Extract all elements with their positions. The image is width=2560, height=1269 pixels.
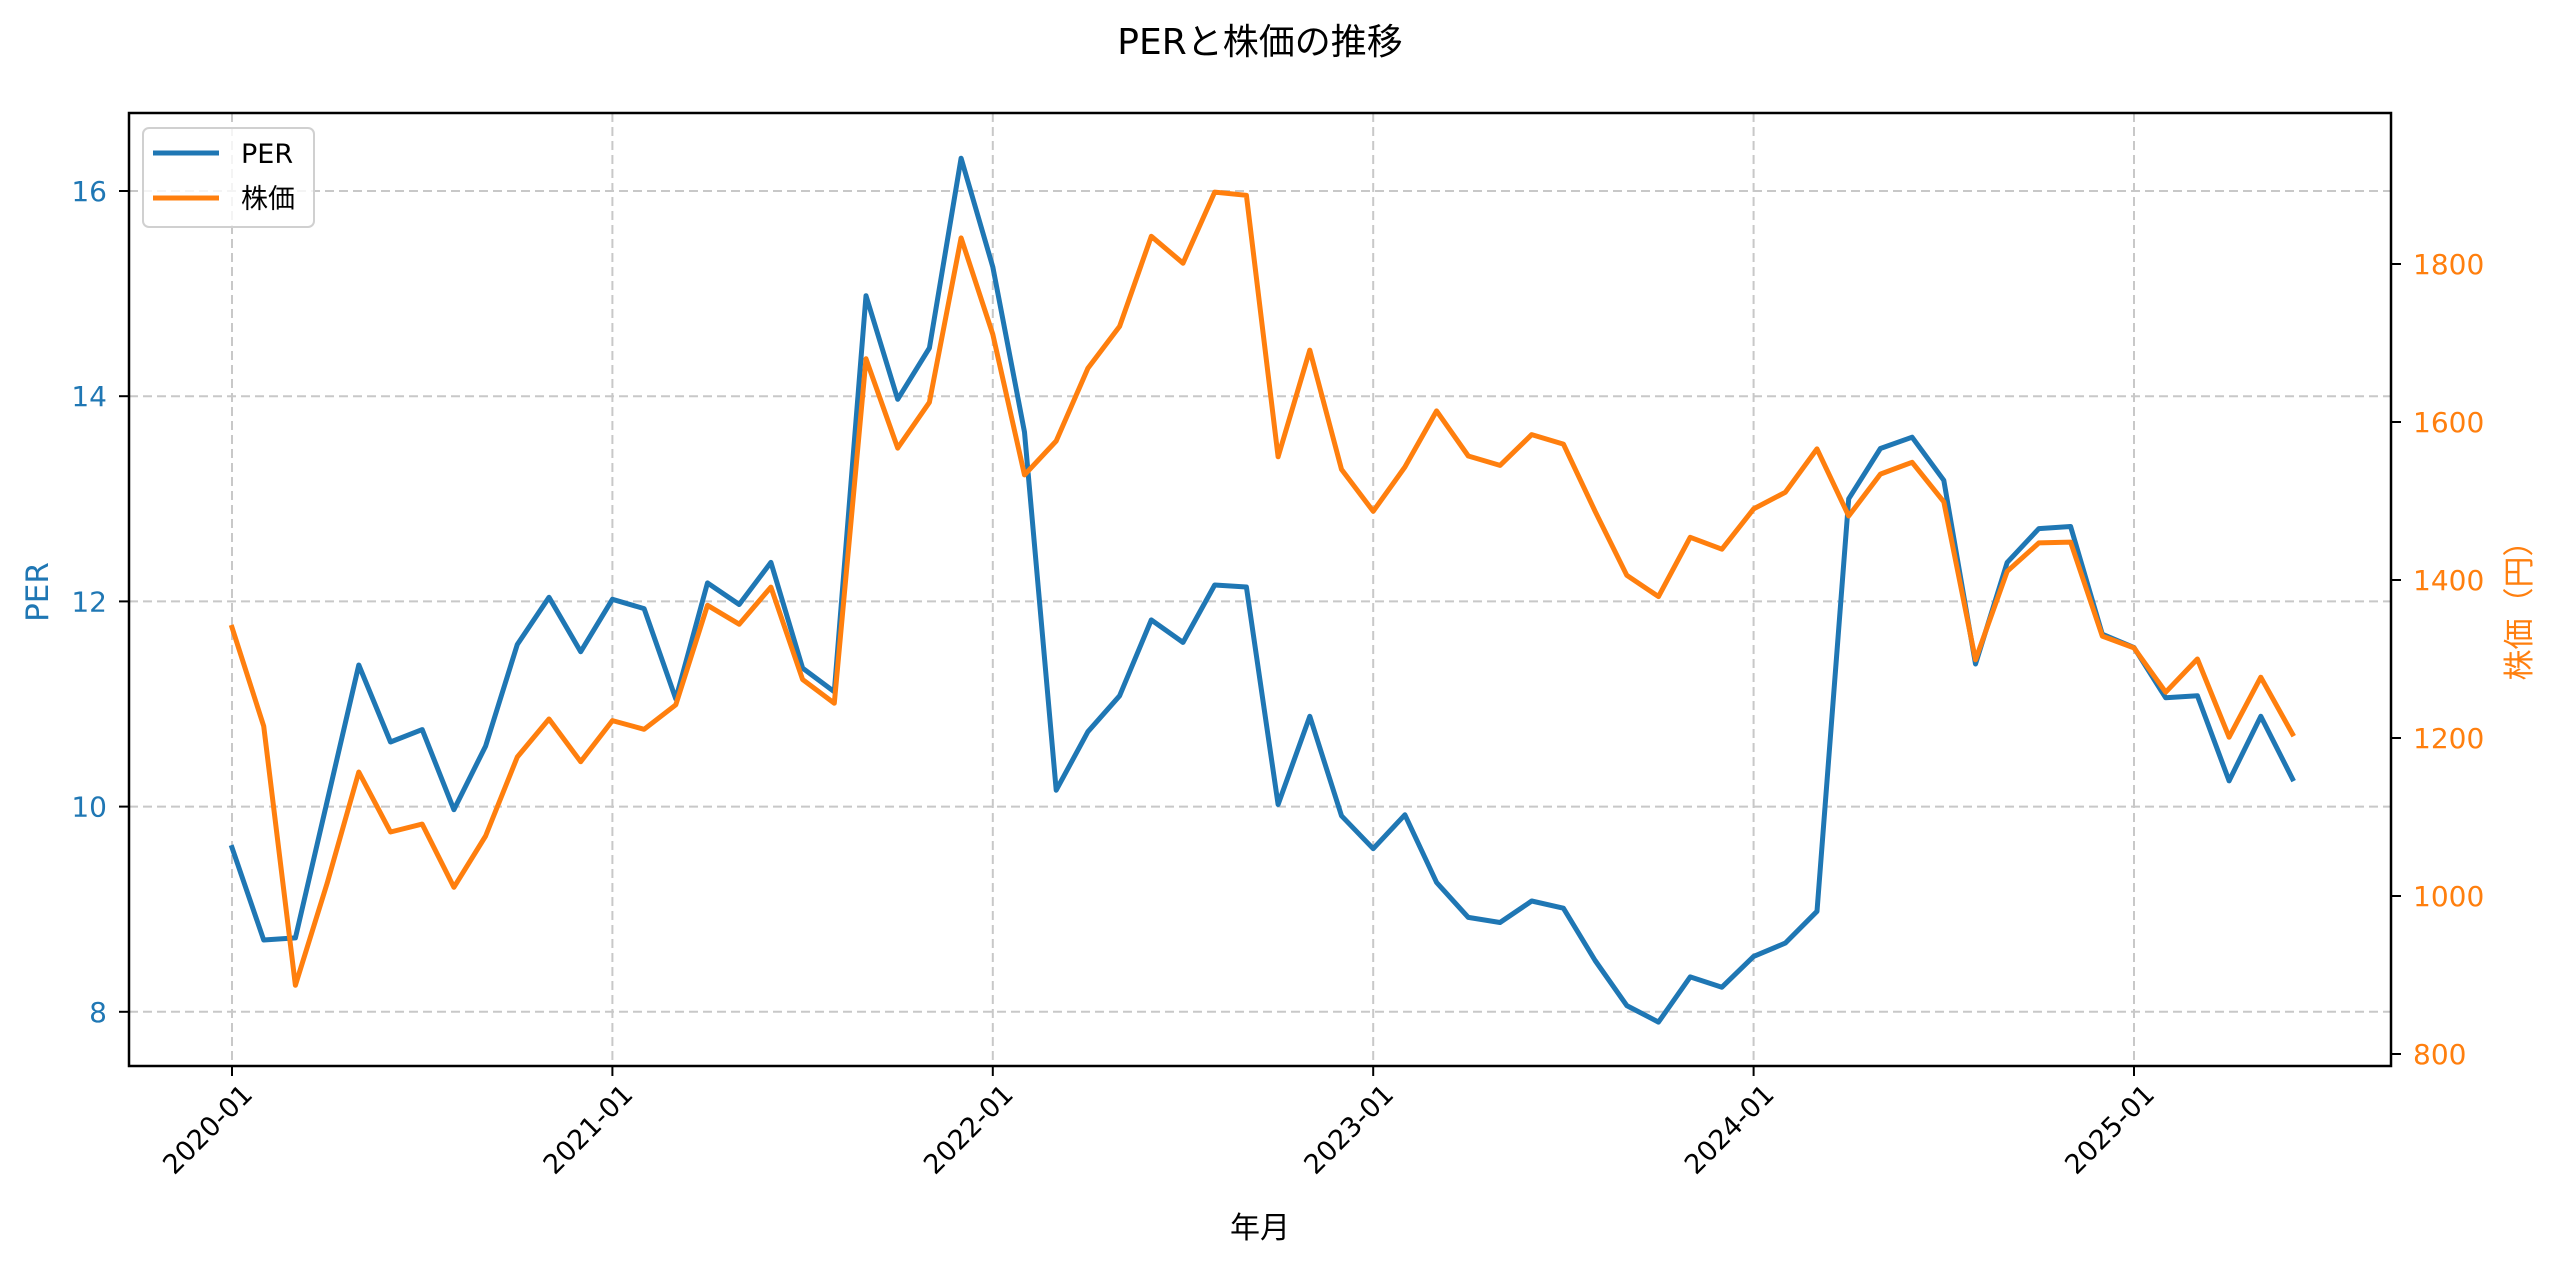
left-y-axis: 8 10 12 14 16: [71, 175, 129, 1029]
x-tick-label: 2023-01: [1298, 1079, 1400, 1181]
y-tick-label-right: 1600: [2413, 406, 2484, 439]
legend: PER 株価: [142, 127, 315, 228]
grid-lines: [129, 113, 2391, 1066]
y-axis-label-left: PER: [20, 562, 56, 622]
x-axis: 2020-01 2021-01 2022-01 2023-01 2024-01 2025-…: [157, 1066, 2161, 1181]
y-tick-label-right: 800: [2413, 1038, 2466, 1071]
x-tick-label: 2024-01: [1679, 1079, 1781, 1181]
legend-price-label: 株価: [241, 184, 295, 215]
right-y-axis: 800 1000 1200 1400 1600 1800: [2391, 248, 2484, 1071]
y-axis-label-right: 株価（円）: [2502, 526, 2538, 681]
y-tick-label-right: 1400: [2413, 564, 2484, 597]
x-tick-label: 2025-01: [2059, 1079, 2161, 1181]
y-tick-label-right: 1000: [2413, 880, 2484, 913]
x-tick-label: 2020-01: [157, 1079, 259, 1181]
y-tick-label-left: 8: [89, 996, 107, 1029]
y-tick-label-left: 16: [71, 175, 107, 208]
y-tick-label-left: 10: [71, 791, 107, 824]
legend-per-label: PER: [241, 139, 293, 170]
x-tick-label: 2021-01: [538, 1079, 640, 1181]
series-lines: [228, 155, 2296, 1025]
per-line: [228, 155, 2296, 1025]
x-axis-label: 年月: [1230, 1211, 1290, 1246]
y-tick-label-right: 1200: [2413, 722, 2484, 755]
price-line: [228, 189, 2296, 988]
x-tick-label: 2022-01: [918, 1079, 1020, 1181]
y-tick-label-left: 14: [71, 380, 107, 413]
plot-area-frame: [127, 111, 2393, 1068]
y-tick-label-right: 1800: [2413, 248, 2484, 281]
y-tick-label-left: 12: [71, 585, 107, 618]
chart-title: PERと株価の推移: [1117, 22, 1402, 63]
